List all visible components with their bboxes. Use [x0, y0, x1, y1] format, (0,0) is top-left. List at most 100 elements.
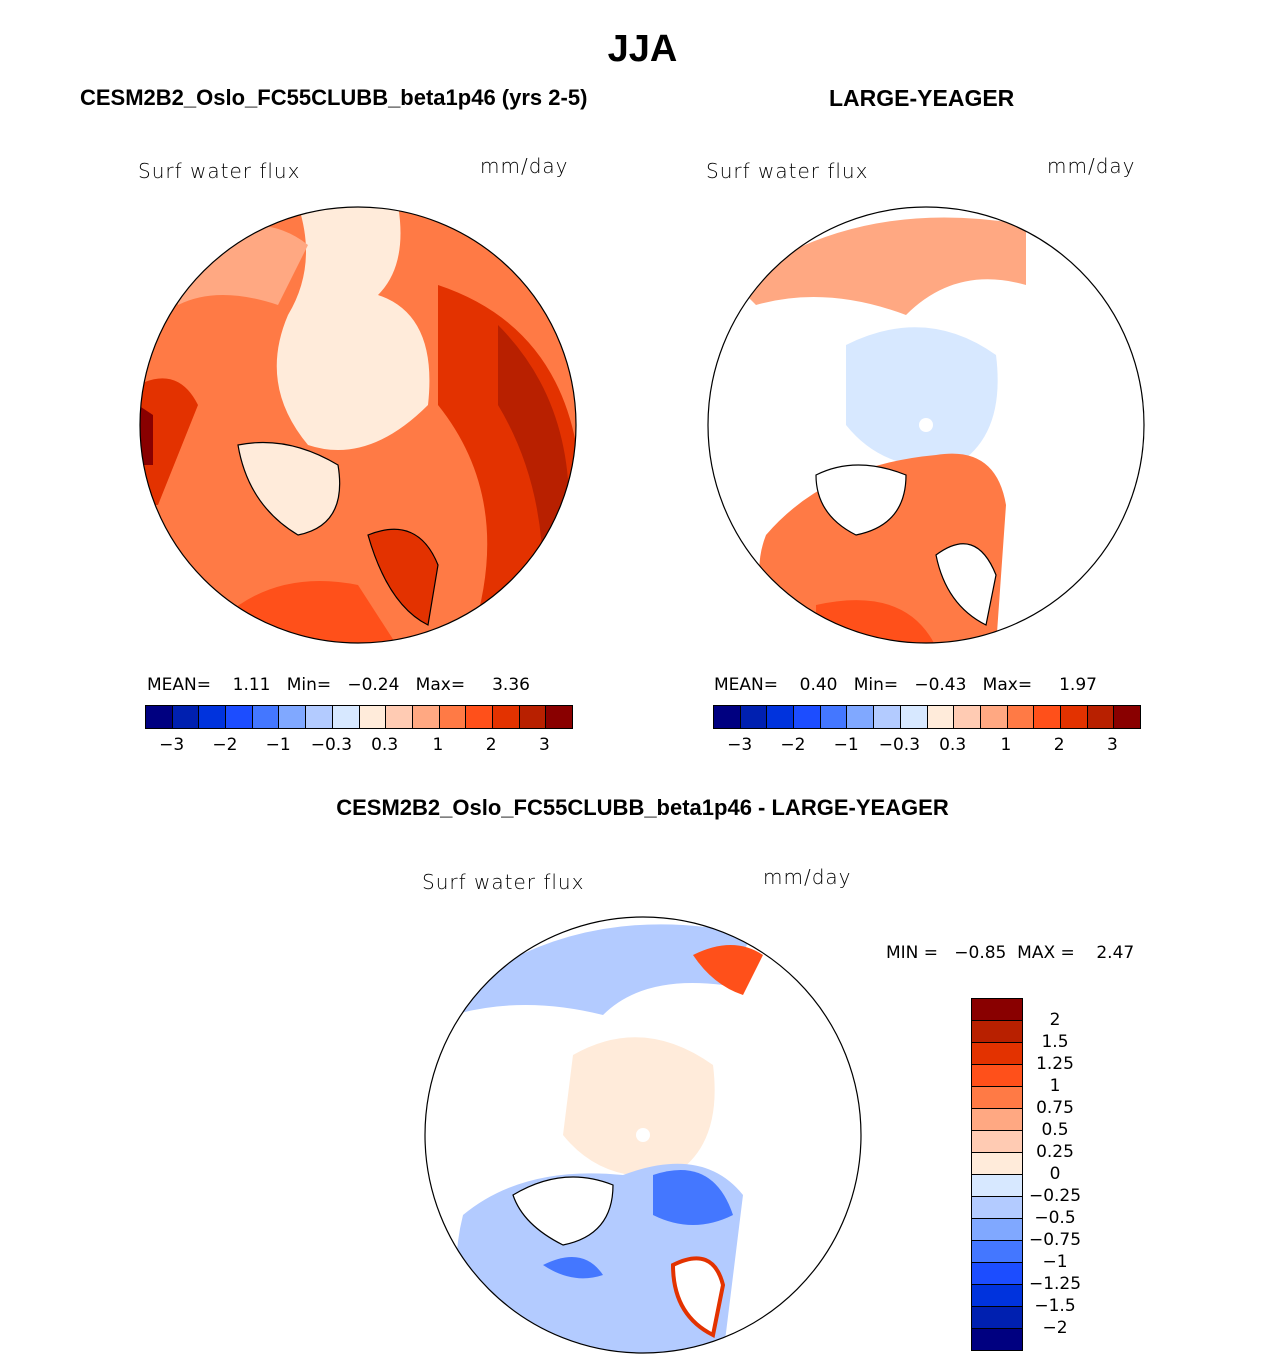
colorbar-label: −1.25: [1028, 1274, 1082, 1294]
panel1-stats: MEAN= 1.11 Min= −0.24 Max= 3.36: [147, 675, 530, 695]
colorbar-swatch: [714, 706, 741, 728]
colorbar-label: 0.3: [939, 735, 967, 755]
colorbar-swatch: [359, 706, 387, 728]
colorbar-label: −3: [727, 735, 753, 755]
colorbar-swatch: [972, 1065, 1022, 1087]
panel1-units: mm/day: [480, 154, 569, 178]
colorbar-swatch: [972, 1197, 1022, 1219]
colorbar-swatch: [874, 706, 901, 728]
colorbar-label: 1: [432, 735, 444, 755]
min-value: −0.43: [914, 675, 967, 695]
colorbar-label: 1.25: [1036, 1054, 1074, 1074]
colorbar-swatch: [199, 706, 227, 728]
colorbar-swatch: [1114, 706, 1140, 728]
max-value: 3.36: [492, 675, 530, 695]
colorbar-label: 1: [1000, 735, 1012, 755]
colorbar-swatch: [740, 706, 768, 728]
colorbar-swatch: [386, 706, 413, 728]
colorbar-swatch: [226, 706, 253, 728]
colorbar-label: 2: [1049, 1010, 1061, 1030]
colorbar-label: −0.5: [1034, 1208, 1076, 1228]
panel2-title: LARGE-YEAGER: [829, 85, 1015, 111]
panel3-title: CESM2B2_Oslo_FC55CLUBB_beta1p46 - LARGE-…: [336, 795, 949, 820]
colorbar-swatch: [306, 706, 333, 728]
panel2-variable: Surf water flux: [706, 159, 869, 183]
colorbar-swatch: [972, 1043, 1022, 1065]
colorbar-swatch: [146, 706, 173, 728]
colorbar-swatch: [900, 706, 928, 728]
colorbar-label: −2: [212, 735, 238, 755]
colorbar-label: −0.3: [310, 735, 353, 755]
figure-title: JJA: [607, 28, 678, 70]
colorbar-swatch: [972, 1175, 1022, 1197]
panel1-map: [139, 206, 577, 644]
colorbar-swatch: [252, 706, 280, 728]
colorbar-swatch: [1087, 706, 1115, 728]
panel3-units: mm/day: [763, 865, 852, 889]
min-label: Min=: [853, 675, 899, 695]
panel1-variable: Surf water flux: [138, 159, 301, 183]
colorbar-swatch: [972, 1131, 1022, 1153]
colorbar-swatch: [972, 1263, 1022, 1285]
colorbar-swatch: [412, 706, 440, 728]
colorbar-swatch: [972, 1219, 1022, 1241]
colorbar-swatch: [519, 706, 547, 728]
max-value: 1.97: [1059, 675, 1097, 695]
colorbar-label: 2: [485, 735, 497, 755]
colorbar-label: −3: [159, 735, 185, 755]
colorbar-swatch: [972, 1329, 1022, 1350]
panel2-map: [707, 206, 1145, 644]
panel2-units: mm/day: [1047, 154, 1136, 178]
colorbar-swatch: [972, 1153, 1022, 1175]
colorbar-label: −0.3: [878, 735, 921, 755]
mean-value: 0.40: [799, 675, 838, 695]
colorbar-label: −1: [265, 735, 291, 755]
colorbar-label: 0.3: [371, 735, 399, 755]
panel2-stats: MEAN= 0.40 Min= −0.43 Max= 1.97: [714, 675, 1097, 695]
mean-value: 1.11: [232, 675, 271, 695]
colorbar-label: −2: [1042, 1318, 1068, 1338]
max-label: Max=: [982, 675, 1033, 695]
colorbar-swatch: [172, 706, 200, 728]
colorbar-label: 0.75: [1036, 1098, 1074, 1118]
colorbar-label: 2: [1053, 735, 1065, 755]
mean-label: MEAN=: [147, 675, 211, 695]
colorbar-swatch: [972, 1087, 1022, 1109]
colorbar-label: 0.25: [1036, 1142, 1074, 1162]
panel3-colorbar: [971, 998, 1023, 1351]
colorbar-label: 0: [1049, 1164, 1061, 1184]
colorbar-label: −1.5: [1034, 1296, 1076, 1316]
colorbar-swatch: [980, 706, 1008, 728]
panel3-minmax: MIN = −0.85 MAX = 2.47: [886, 943, 1135, 963]
colorbar-label: −2: [780, 735, 806, 755]
colorbar-swatch: [820, 706, 848, 728]
colorbar-label: −0.25: [1028, 1186, 1082, 1206]
mean-label: MEAN=: [714, 675, 778, 695]
colorbar-swatch: [332, 706, 360, 728]
colorbar-swatch: [972, 1285, 1022, 1307]
panel1-colorbar: [145, 705, 573, 729]
colorbar-swatch: [279, 706, 307, 728]
colorbar-label: 3: [538, 735, 550, 755]
max-label: Max=: [415, 675, 466, 695]
colorbar-swatch: [439, 706, 467, 728]
colorbar-swatch: [492, 706, 520, 728]
colorbar-label: −1: [1042, 1252, 1068, 1272]
colorbar-label: 1: [1049, 1076, 1061, 1096]
colorbar-label: −0.75: [1028, 1230, 1082, 1250]
colorbar-swatch: [1060, 706, 1088, 728]
panel2-colorbar: [713, 705, 1141, 729]
colorbar-swatch: [972, 1241, 1022, 1263]
colorbar-swatch: [927, 706, 955, 728]
panel3-variable: Surf water flux: [422, 870, 585, 894]
panel3-map: [424, 916, 862, 1354]
panel1-title: CESM2B2_Oslo_FC55CLUBB_beta1p46 (yrs 2-5…: [80, 85, 588, 110]
colorbar-swatch: [972, 1307, 1022, 1329]
colorbar-label: 1.5: [1041, 1032, 1069, 1052]
colorbar-swatch: [972, 999, 1022, 1021]
colorbar-swatch: [546, 706, 572, 728]
colorbar-swatch: [972, 1021, 1022, 1043]
colorbar-swatch: [847, 706, 875, 728]
colorbar-swatch: [972, 1109, 1022, 1131]
